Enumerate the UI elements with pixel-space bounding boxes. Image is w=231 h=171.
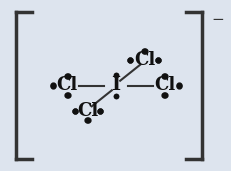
Text: Cl: Cl: [77, 102, 98, 120]
Text: I: I: [111, 76, 120, 95]
Text: Cl: Cl: [133, 51, 154, 69]
Text: −: −: [210, 12, 223, 27]
Text: Cl: Cl: [153, 76, 175, 95]
Text: Cl: Cl: [56, 76, 78, 95]
